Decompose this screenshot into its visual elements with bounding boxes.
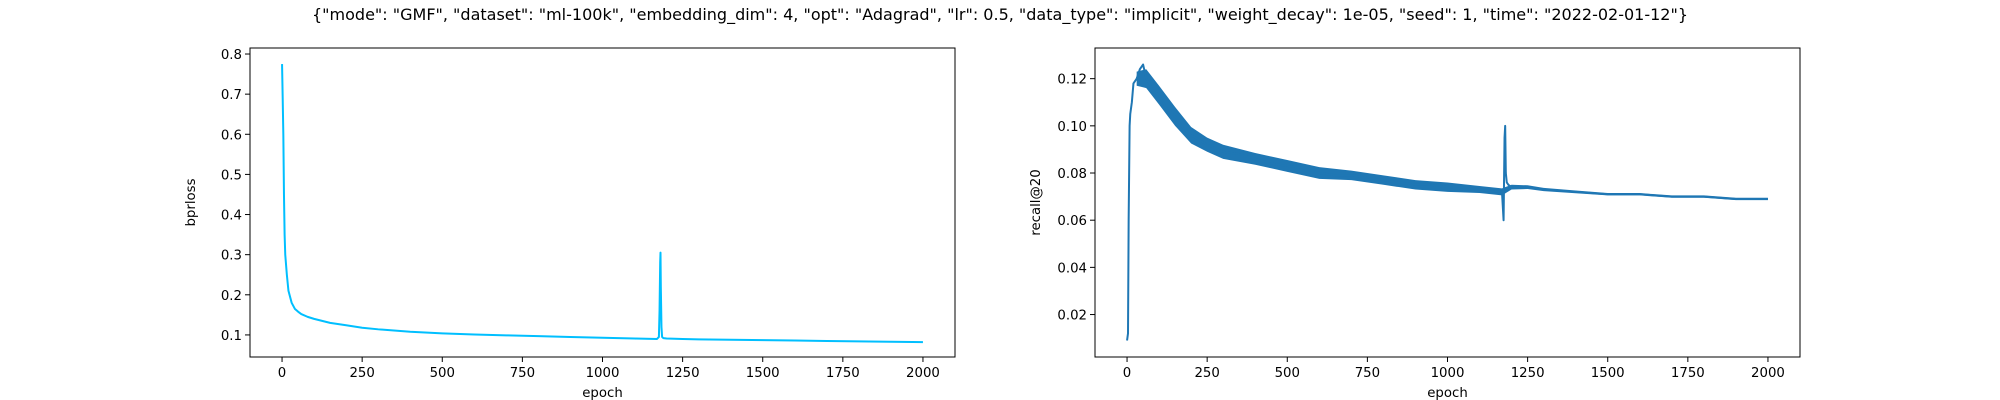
recall-y-tick-label: 0.04 [1057,261,1087,276]
bprloss-y-tick-label: 0.3 [221,249,242,264]
bprloss-series-0-line [281,64,923,344]
recall-x-tick-label: 250 [1194,366,1219,381]
recall-x-tick-label: 0 [1123,366,1131,381]
bprloss-x-tick-label: 1000 [586,366,620,381]
recall-x-tick-label: 750 [1355,366,1380,381]
recall-y-tick-label: 0.12 [1057,73,1087,88]
recall-y-axis-label: recall@20 [1029,169,1044,235]
bprloss-y-tick-label: 0.2 [221,289,242,304]
recall-series-0-line [1126,63,1768,341]
bprloss-y-tick-label: 0.6 [221,128,242,143]
bprloss-y-tick-label: 0.7 [221,88,242,103]
recall-plot-frame [1094,47,1801,358]
bprloss-y-axis-label: bprloss [184,178,199,226]
bprloss-y-tick-label: 0.4 [221,209,242,224]
recall-axes: 0 250 500 750 1000 1250 1500 1750 2000 0.02 0.04 0.… [1029,47,1801,400]
bprloss-x-axis-label: epoch [582,386,623,400]
bprloss-x-tick-label: 1500 [746,366,780,381]
recall-series-0-band [1136,69,1768,201]
bprloss-plot-frame [249,47,956,358]
recall-y-tick-label: 0.10 [1057,120,1087,135]
recall-x-tick-label: 1000 [1431,366,1465,381]
recall-x-tick-label: 2000 [1751,366,1785,381]
bprloss-x-tick-label: 750 [510,366,535,381]
recall-x-tick-label: 1750 [1671,366,1705,381]
bprloss-x-tick-label: 500 [430,366,455,381]
recall-y-tick-label: 0.08 [1057,167,1087,182]
bprloss-y-tick-label: 0.1 [221,329,242,344]
bprloss-x-tick-label: 250 [349,366,374,381]
bprloss-y-tick-label: 0.5 [221,168,242,183]
recall-x-axis-label: epoch [1427,386,1468,400]
bprloss-axes: 0 250 500 750 1000 1250 1500 1750 2000 0.1 0.2 0.3 0… [184,47,956,400]
figure-title: {"mode": "GMF", "dataset": "ml-100k", "e… [312,5,1688,25]
bprloss-x-tick-label: 1750 [826,366,860,381]
bprloss-x-tick-label: 0 [278,366,286,381]
recall-y-tick-label: 0.06 [1057,214,1087,229]
recall-x-tick-label: 1250 [1511,366,1545,381]
recall-y-tick-label: 0.02 [1057,309,1087,324]
bprloss-y-tick-label: 0.8 [221,48,242,63]
bprloss-x-tick-label: 2000 [906,366,940,381]
recall-x-tick-label: 1500 [1591,366,1625,381]
recall-x-tick-label: 500 [1275,366,1300,381]
bprloss-x-tick-label: 1250 [666,366,700,381]
